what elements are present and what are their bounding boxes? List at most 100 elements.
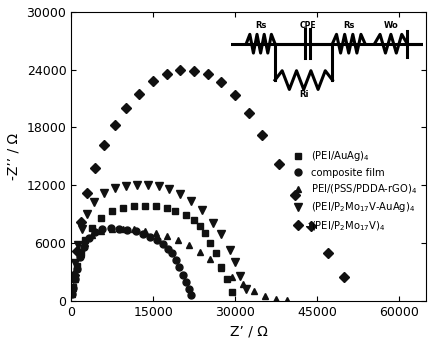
(PEI/P$_2$Mo$_{17}$V-AuAg)$_4$	[84, 212, 90, 216]
composite film	[165, 247, 171, 251]
PEI/(PSS/PDDA-rGO)$_4$	[131, 227, 136, 231]
composite film	[189, 293, 194, 297]
(PEI/P$_2$Mo$_{17}$V)$_4$	[233, 93, 238, 97]
(PEI/P$_2$Mo$_{17}$V)$_4$	[164, 71, 169, 76]
PEI/(PSS/PDDA-rGO)$_4$	[284, 298, 289, 302]
composite film	[186, 287, 191, 291]
(PEI/P$_2$Mo$_{17}$V)$_4$	[123, 106, 129, 110]
(PEI/P$_2$Mo$_{17}$V-AuAg)$_4$	[200, 208, 205, 212]
(PEI/P$_2$Mo$_{17}$V)$_4$	[84, 191, 90, 195]
(PEI/P$_2$Mo$_{17}$V-AuAg)$_4$	[75, 243, 81, 247]
(PEI/P$_2$Mo$_{17}$V)$_4$	[137, 92, 142, 96]
(PEI/P$_2$Mo$_{17}$V-AuAg)$_4$	[178, 192, 183, 196]
(PEI/P$_2$Mo$_{17}$V-AuAg)$_4$	[238, 274, 243, 278]
PEI/(PSS/PDDA-rGO)$_4$	[219, 266, 224, 270]
(PEI/AuAg)$_4$	[72, 275, 78, 279]
(PEI/P$_2$Mo$_{17}$V)$_4$	[309, 224, 314, 228]
(PEI/P$_2$Mo$_{17}$V-AuAg)$_4$	[70, 287, 75, 291]
(PEI/AuAg)$_4$	[197, 224, 202, 228]
(PEI/AuAg)$_4$	[224, 277, 229, 282]
composite film	[160, 242, 165, 246]
(PEI/P$_2$Mo$_{17}$V-AuAg)$_4$	[145, 183, 150, 187]
(PEI/AuAg)$_4$	[120, 206, 126, 210]
(PEI/AuAg)$_4$	[202, 231, 207, 235]
(PEI/AuAg)$_4$	[131, 204, 136, 208]
(PEI/P$_2$Mo$_{17}$V-AuAg)$_4$	[123, 184, 129, 188]
PEI/(PSS/PDDA-rGO)$_4$	[164, 234, 169, 238]
Line: PEI/(PSS/PDDA-rGO)$_4$: PEI/(PSS/PDDA-rGO)$_4$	[69, 226, 291, 304]
(PEI/P$_2$Mo$_{17}$V-AuAg)$_4$	[210, 220, 216, 225]
(PEI/AuAg)$_4$	[229, 290, 235, 294]
composite film	[116, 227, 122, 231]
PEI/(PSS/PDDA-rGO)$_4$	[70, 292, 75, 296]
Line: composite film: composite film	[69, 225, 195, 298]
(PEI/AuAg)$_4$	[82, 238, 87, 242]
PEI/(PSS/PDDA-rGO)$_4$	[142, 229, 148, 234]
composite film	[154, 238, 159, 242]
PEI/(PSS/PDDA-rGO)$_4$	[252, 289, 257, 293]
composite film	[86, 236, 91, 240]
(PEI/AuAg)$_4$	[191, 218, 197, 222]
composite film	[81, 245, 87, 249]
(PEI/P$_2$Mo$_{17}$V-AuAg)$_4$	[112, 186, 117, 190]
(PEI/P$_2$Mo$_{17}$V)$_4$	[292, 193, 297, 197]
(PEI/AuAg)$_4$	[213, 252, 219, 256]
Y-axis label: -Z’’ / Ω: -Z’’ / Ω	[7, 133, 21, 180]
composite film	[100, 227, 105, 231]
Legend: (PEI/AuAg)$_4$, composite film, PEI/(PSS/PDDA-rGO)$_4$, (PEI/P$_2$Mo$_{17}$V-AuA: (PEI/AuAg)$_4$, composite film, PEI/(PSS…	[284, 145, 421, 237]
(PEI/AuAg)$_4$	[183, 213, 188, 217]
composite film	[74, 267, 80, 271]
PEI/(PSS/PDDA-rGO)$_4$	[153, 231, 158, 235]
composite film	[177, 265, 182, 269]
PEI/(PSS/PDDA-rGO)$_4$	[110, 227, 115, 231]
(PEI/AuAg)$_4$	[110, 209, 115, 213]
(PEI/AuAg)$_4$	[219, 265, 224, 269]
(PEI/AuAg)$_4$	[70, 291, 75, 295]
(PEI/P$_2$Mo$_{17}$V-AuAg)$_4$	[101, 191, 107, 195]
Line: (PEI/AuAg)$_4$: (PEI/AuAg)$_4$	[69, 203, 236, 296]
(PEI/P$_2$Mo$_{17}$V)$_4$	[92, 166, 97, 170]
PEI/(PSS/PDDA-rGO)$_4$	[197, 249, 202, 254]
composite film	[133, 229, 138, 234]
X-axis label: Z’ / Ω: Z’ / Ω	[230, 324, 268, 338]
(PEI/P$_2$Mo$_{17}$V)$_4$	[71, 273, 77, 277]
PEI/(PSS/PDDA-rGO)$_4$	[208, 257, 213, 261]
PEI/(PSS/PDDA-rGO)$_4$	[175, 238, 180, 242]
(PEI/P$_2$Mo$_{17}$V)$_4$	[191, 69, 197, 73]
(PEI/P$_2$Mo$_{17}$V-AuAg)$_4$	[71, 276, 76, 280]
composite film	[174, 258, 179, 262]
composite film	[170, 252, 175, 256]
(PEI/P$_2$Mo$_{17}$V)$_4$	[101, 143, 107, 147]
(PEI/P$_2$Mo$_{17}$V-AuAg)$_4$	[227, 248, 232, 252]
Line: (PEI/P$_2$Mo$_{17}$V-AuAg)$_4$: (PEI/P$_2$Mo$_{17}$V-AuAg)$_4$	[68, 181, 250, 293]
composite film	[183, 280, 188, 284]
(PEI/P$_2$Mo$_{17}$V-AuAg)$_4$	[243, 287, 249, 291]
(PEI/P$_2$Mo$_{17}$V)$_4$	[246, 111, 251, 115]
(PEI/P$_2$Mo$_{17}$V)$_4$	[325, 250, 330, 255]
(PEI/P$_2$Mo$_{17}$V-AuAg)$_4$	[219, 232, 224, 236]
(PEI/P$_2$Mo$_{17}$V)$_4$	[151, 79, 156, 83]
(PEI/AuAg)$_4$	[78, 250, 83, 255]
(PEI/P$_2$Mo$_{17}$V)$_4$	[112, 124, 117, 128]
(PEI/AuAg)$_4$	[89, 225, 94, 229]
composite film	[141, 232, 146, 236]
composite film	[78, 255, 83, 259]
(PEI/AuAg)$_4$	[71, 285, 76, 289]
PEI/(PSS/PDDA-rGO)$_4$	[83, 241, 88, 245]
(PEI/P$_2$Mo$_{17}$V)$_4$	[178, 68, 183, 72]
(PEI/AuAg)$_4$	[99, 216, 104, 220]
PEI/(PSS/PDDA-rGO)$_4$	[78, 253, 83, 257]
composite film	[108, 226, 113, 230]
(PEI/P$_2$Mo$_{17}$V)$_4$	[74, 248, 79, 253]
(PEI/P$_2$Mo$_{17}$V)$_4$	[219, 80, 224, 84]
composite film	[125, 228, 130, 232]
(PEI/AuAg)$_4$	[153, 204, 158, 208]
composite film	[92, 230, 97, 234]
(PEI/AuAg)$_4$	[142, 204, 148, 208]
(PEI/P$_2$Mo$_{17}$V)$_4$	[276, 162, 281, 166]
PEI/(PSS/PDDA-rGO)$_4$	[229, 275, 235, 279]
(PEI/P$_2$Mo$_{17}$V-AuAg)$_4$	[189, 198, 194, 203]
PEI/(PSS/PDDA-rGO)$_4$	[74, 266, 80, 270]
(PEI/P$_2$Mo$_{17}$V)$_4$	[342, 275, 347, 279]
PEI/(PSS/PDDA-rGO)$_4$	[273, 297, 278, 301]
